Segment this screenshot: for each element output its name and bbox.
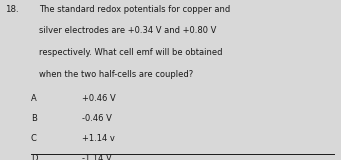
Text: +1.14 v: +1.14 v [82, 134, 115, 143]
Text: B: B [31, 114, 36, 123]
Text: D: D [31, 154, 37, 160]
Text: -1.14 V: -1.14 V [82, 154, 112, 160]
Text: respectively. What cell emf will be obtained: respectively. What cell emf will be obta… [39, 48, 223, 57]
Text: +0.46 V: +0.46 V [82, 94, 116, 103]
Text: The standard redox potentials for copper and: The standard redox potentials for copper… [39, 5, 231, 14]
Text: 18.: 18. [5, 5, 19, 14]
Text: A: A [31, 94, 36, 103]
Text: C: C [31, 134, 36, 143]
Text: -0.46 V: -0.46 V [82, 114, 112, 123]
Text: when the two half-cells are coupled?: when the two half-cells are coupled? [39, 70, 193, 79]
Text: silver electrodes are +0.34 V and +0.80 V: silver electrodes are +0.34 V and +0.80 … [39, 26, 217, 35]
